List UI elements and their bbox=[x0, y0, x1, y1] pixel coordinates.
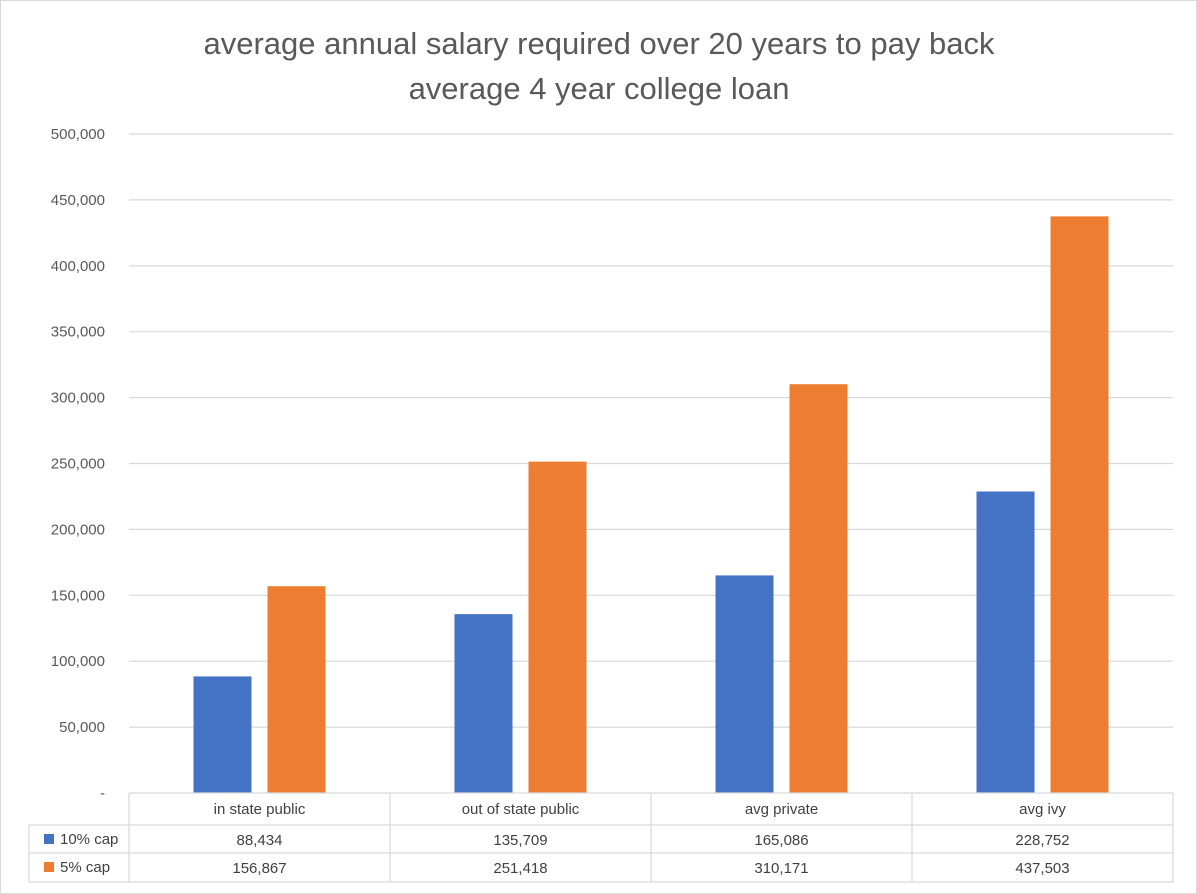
y-axis-tick-labels: - 50,000 100,000 150,000 200,000 250,000 300,0… bbox=[51, 126, 105, 802]
legend-key-1 bbox=[44, 862, 54, 872]
legend-label-1: 5% cap bbox=[60, 859, 110, 876]
table-value-0-3: 228,752 bbox=[1015, 832, 1069, 849]
y-tick-label-7: 350,000 bbox=[51, 324, 105, 341]
table-value-0-1: 135,709 bbox=[493, 832, 547, 849]
chart-title-line-1: average annual salary required over 20 y… bbox=[204, 26, 995, 61]
y-tick-label-8: 400,000 bbox=[51, 258, 105, 275]
y-tick-label-5: 250,000 bbox=[51, 456, 105, 473]
category-label-1: out of state public bbox=[462, 801, 580, 818]
bar-series-0-cat-0 bbox=[193, 676, 252, 793]
y-tick-label-4: 200,000 bbox=[51, 521, 105, 538]
data-table: in state public out of state public avg pr… bbox=[28, 792, 1174, 883]
y-tick-label-0: - bbox=[100, 785, 105, 802]
y-tick-label-10: 500,000 bbox=[51, 126, 105, 143]
category-label-0: in state public bbox=[214, 801, 306, 818]
y-tick-label-6: 300,000 bbox=[51, 390, 105, 407]
bar-series-1-cat-1 bbox=[528, 461, 587, 793]
table-value-1-3: 437,503 bbox=[1015, 860, 1069, 877]
legend-key-0 bbox=[44, 834, 54, 844]
legend-label-0: 10% cap bbox=[60, 831, 118, 848]
bar-series-0-cat-3 bbox=[976, 491, 1035, 793]
category-label-2: avg private bbox=[745, 801, 818, 818]
table-value-0-0: 88,434 bbox=[237, 832, 283, 849]
y-tick-label-3: 150,000 bbox=[51, 587, 105, 604]
bar-series-0-cat-2 bbox=[715, 575, 774, 793]
bar-series-1-cat-3 bbox=[1050, 216, 1109, 794]
table-value-1-1: 251,418 bbox=[493, 860, 547, 877]
bars bbox=[193, 216, 1109, 794]
chart-title-line-2: average 4 year college loan bbox=[409, 71, 790, 106]
bar-series-1-cat-2 bbox=[789, 384, 848, 793]
y-tick-label-9: 450,000 bbox=[51, 192, 105, 209]
category-label-3: avg ivy bbox=[1019, 801, 1066, 818]
bar-series-1-cat-0 bbox=[267, 586, 326, 793]
y-tick-label-2: 100,000 bbox=[51, 653, 105, 670]
table-value-1-0: 156,867 bbox=[232, 860, 286, 877]
bar-series-0-cat-1 bbox=[454, 614, 513, 793]
y-tick-label-1: 50,000 bbox=[59, 719, 105, 736]
table-value-1-2: 310,171 bbox=[754, 860, 808, 877]
table-value-0-2: 165,086 bbox=[754, 832, 808, 849]
